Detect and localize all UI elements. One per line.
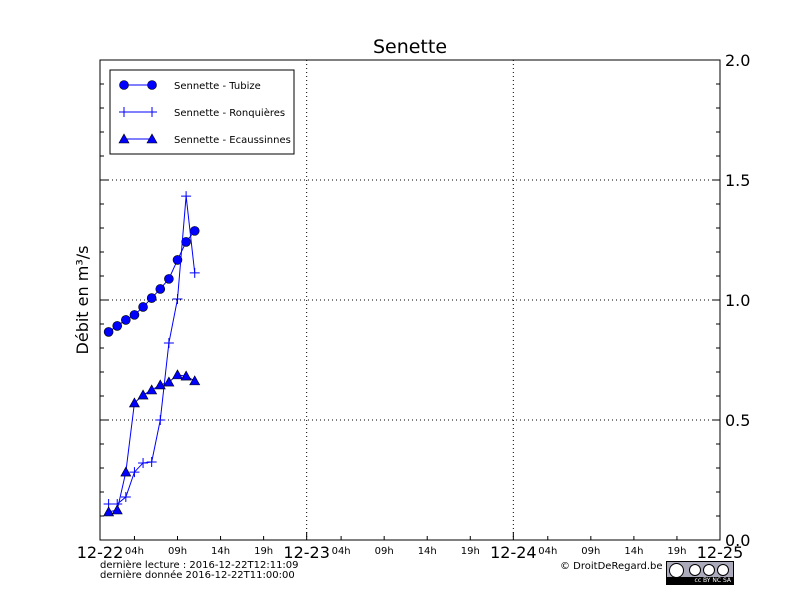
x-minor-tick-label: 04h <box>332 546 351 557</box>
legend-label: Sennette - Ronquières <box>174 107 285 119</box>
data-point <box>155 415 166 425</box>
data-point <box>189 267 200 278</box>
data-point <box>129 467 140 478</box>
legend <box>109 69 295 155</box>
x-major-tick-label: 12-24 <box>490 543 537 562</box>
legend-marker <box>119 80 129 90</box>
y-axis-label: Débit en m³/s <box>73 246 92 355</box>
sa-icon <box>717 564 729 576</box>
data-point <box>172 294 183 305</box>
data-point <box>137 389 149 400</box>
data-point <box>189 226 200 236</box>
legend-marker <box>119 107 129 117</box>
data-point <box>181 237 191 247</box>
x-major-tick-label: 12-23 <box>283 543 330 562</box>
license-badge-text: cc BY NC SA <box>667 577 733 584</box>
cc-icon <box>669 563 684 578</box>
data-point <box>120 466 132 477</box>
data-point <box>154 379 166 390</box>
by-icon <box>689 564 701 576</box>
data-point <box>103 327 114 337</box>
x-minor-tick-label: 19h <box>461 546 480 557</box>
data-point <box>163 376 175 387</box>
x-minor-tick-label: 04h <box>538 546 557 557</box>
y-tick-label: 2.0 <box>725 51 750 70</box>
x-major-tick-label: 12-22 <box>77 543 124 562</box>
data-point <box>155 284 166 294</box>
data-point <box>138 457 149 468</box>
last-data-text: dernière donnée 2016-12-22T11:00:00 <box>100 570 295 581</box>
x-minor-tick-label: 09h <box>581 546 600 557</box>
data-point <box>103 506 115 517</box>
data-point <box>120 492 131 503</box>
data-point <box>146 293 157 303</box>
x-minor-tick-label: 19h <box>667 546 686 557</box>
data-point <box>146 457 157 467</box>
x-minor-tick-label: 14h <box>624 546 643 557</box>
x-minor-tick-label: 14h <box>211 546 230 557</box>
series-line <box>108 374 195 513</box>
legend-marker <box>146 133 158 144</box>
legend-marker <box>147 80 157 90</box>
data-point <box>112 321 123 331</box>
x-minor-tick-label: 09h <box>375 546 394 557</box>
data-point <box>181 191 192 202</box>
data-point <box>180 370 192 381</box>
plot-frame <box>99 59 721 541</box>
legend-marker <box>147 107 157 117</box>
data-point <box>146 384 158 395</box>
data-point <box>189 375 201 386</box>
y-tick-label: 1.0 <box>725 291 750 310</box>
x-minor-tick-label: 19h <box>254 546 273 557</box>
data-point <box>121 315 131 325</box>
x-major-tick-label: 12-25 <box>697 543 744 562</box>
last-read-text: dernière lecture : 2016-12-22T12:11:09 <box>100 560 299 571</box>
data-point <box>111 504 123 515</box>
copyright-text: © DroitDeRegard.be <box>560 561 663 572</box>
y-tick-label: 0.5 <box>725 411 750 430</box>
x-minor-tick-label: 14h <box>418 546 437 557</box>
data-point <box>164 274 174 284</box>
chart-title: Senette <box>373 36 447 58</box>
legend-label: Sennette - Tubize <box>174 81 261 92</box>
data-point <box>172 255 183 265</box>
data-point <box>138 302 148 312</box>
data-point <box>163 337 174 348</box>
x-minor-tick-label: 09h <box>168 546 187 557</box>
cc-license-badge: cc BY NC SA <box>666 561 734 585</box>
legend-marker <box>118 133 130 144</box>
x-minor-tick-label: 04h <box>125 546 144 557</box>
data-point <box>129 310 140 320</box>
legend-label: Sennette - Ecaussinnes <box>174 135 291 146</box>
data-point <box>171 369 184 380</box>
nc-icon <box>703 564 715 576</box>
data-point <box>128 397 140 408</box>
y-tick-label: 0.0 <box>725 531 750 550</box>
y-tick-label: 1.5 <box>725 171 750 190</box>
